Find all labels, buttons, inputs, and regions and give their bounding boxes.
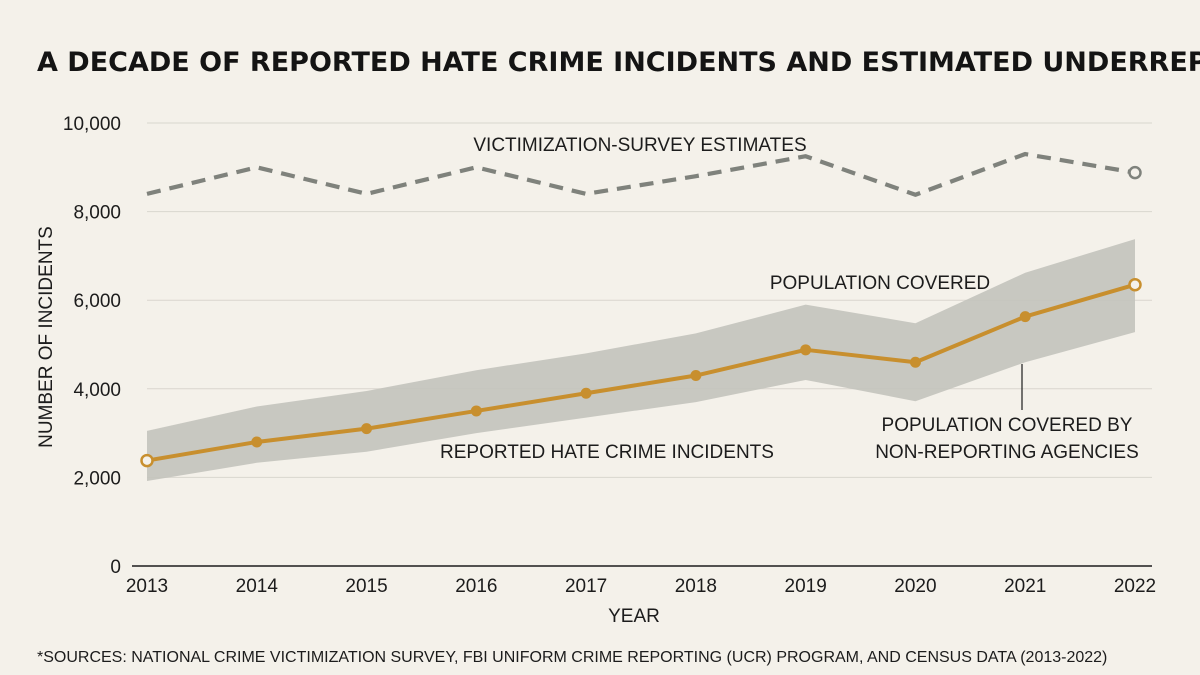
data-point-reported	[361, 423, 373, 435]
x-tick-label: 2018	[675, 576, 717, 597]
series-layer	[140, 151, 1142, 468]
axes: 0 2,000 4,000 6,000 8,000 10,000 2013 2014 2015 2…	[63, 114, 1156, 597]
uncertainty-band	[147, 239, 1135, 481]
annotations: VICTIMIZATION-SURVEY ESTIMATES POPULATION…	[440, 135, 1139, 463]
data-point-reported	[580, 387, 592, 399]
y-tick-label: 6,000	[73, 291, 121, 312]
y-tick-label: 2,000	[73, 468, 121, 489]
data-point-reported	[251, 436, 263, 448]
annotation-reported-incidents: REPORTED HATE CRIME INCIDENTS	[440, 442, 774, 463]
data-point-reported	[909, 356, 921, 368]
data-point-reported	[690, 370, 702, 382]
annotation-survey-estimates: VICTIMIZATION-SURVEY ESTIMATES	[473, 135, 806, 156]
x-tick-label: 2021	[1004, 576, 1046, 597]
x-tick-label: 2020	[894, 576, 936, 597]
data-point-reported	[1128, 277, 1142, 292]
y-tick-label: 10,000	[63, 114, 121, 135]
x-tick-label: 2014	[236, 576, 279, 597]
x-tick-label: 2019	[785, 576, 827, 597]
data-point-reported	[140, 453, 154, 468]
y-tick-label: 0	[110, 557, 121, 578]
x-tick-label: 2015	[345, 576, 387, 597]
data-point-reported	[1019, 311, 1031, 323]
chart-title: A DECADE OF REPORTED HATE CRIME INCIDENT…	[37, 47, 1200, 78]
annotation-population-covered: POPULATION COVERED	[770, 273, 990, 294]
data-point-reported	[470, 405, 482, 417]
x-tick-label: 2013	[126, 576, 168, 597]
uncertainty-band-layer	[147, 239, 1135, 481]
x-tick-label: 2017	[565, 576, 607, 597]
annotation-non-reporting-line-1: POPULATION COVERED BY	[882, 415, 1133, 436]
y-tick-label: 4,000	[73, 380, 121, 401]
x-tick-label: 2016	[455, 576, 497, 597]
x-tick-label: 2022	[1114, 576, 1156, 597]
series-line-reported-incidents	[146, 282, 1136, 463]
y-tick-label: 8,000	[73, 203, 121, 224]
source-note: *SOURCES: NATIONAL CRIME VICTIMIZATION S…	[37, 649, 1107, 666]
gridlines	[147, 122, 1152, 478]
x-axis-label: YEAR	[608, 606, 660, 627]
annotation-non-reporting-line-2: NON-REPORTING AGENCIES	[875, 442, 1139, 463]
data-point-survey	[1128, 165, 1142, 180]
y-axis-label: NUMBER OF INCIDENTS	[36, 226, 57, 448]
series-line-victimization-survey	[146, 151, 1136, 197]
data-point-reported	[800, 344, 812, 356]
